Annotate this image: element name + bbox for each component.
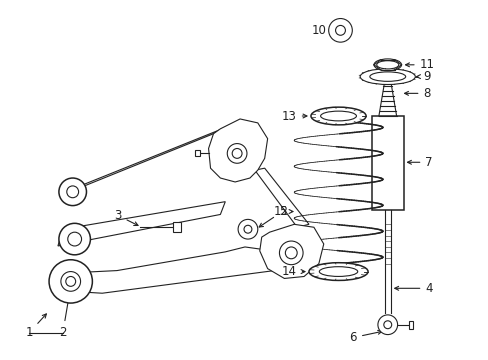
Text: 13: 13 <box>281 109 306 122</box>
Text: 7: 7 <box>407 156 432 169</box>
Text: 8: 8 <box>404 87 430 100</box>
Circle shape <box>227 144 246 163</box>
Ellipse shape <box>320 111 356 121</box>
Bar <box>173 222 181 232</box>
Circle shape <box>279 241 303 265</box>
Circle shape <box>335 26 345 35</box>
Circle shape <box>238 219 257 239</box>
Text: 11: 11 <box>405 58 434 71</box>
Text: 5: 5 <box>259 205 285 227</box>
Ellipse shape <box>319 267 357 276</box>
Text: 3: 3 <box>114 209 138 225</box>
Circle shape <box>59 223 90 255</box>
Bar <box>371 116 403 210</box>
Polygon shape <box>259 224 323 278</box>
Ellipse shape <box>369 72 405 81</box>
Bar <box>408 321 412 329</box>
Circle shape <box>383 321 391 329</box>
Circle shape <box>66 276 76 286</box>
Bar <box>194 150 199 156</box>
Polygon shape <box>53 247 294 293</box>
Text: 12: 12 <box>273 205 292 218</box>
Text: 1: 1 <box>25 314 46 339</box>
Circle shape <box>49 260 92 303</box>
Circle shape <box>285 247 297 259</box>
Polygon shape <box>254 168 308 227</box>
Circle shape <box>68 232 81 246</box>
Polygon shape <box>58 202 225 246</box>
Text: 14: 14 <box>281 265 305 278</box>
Text: 9: 9 <box>416 70 430 83</box>
Text: 10: 10 <box>311 24 336 37</box>
Ellipse shape <box>360 69 414 85</box>
Circle shape <box>232 148 242 158</box>
Circle shape <box>59 178 86 206</box>
Ellipse shape <box>310 107 366 125</box>
Text: 2: 2 <box>59 290 71 339</box>
Polygon shape <box>75 129 222 190</box>
Circle shape <box>244 225 251 233</box>
Circle shape <box>328 18 351 42</box>
Polygon shape <box>208 119 267 182</box>
Text: 6: 6 <box>349 330 381 344</box>
Text: 4: 4 <box>394 282 432 295</box>
Circle shape <box>377 315 397 334</box>
Circle shape <box>67 186 79 198</box>
Ellipse shape <box>308 263 367 280</box>
Ellipse shape <box>373 59 401 71</box>
Circle shape <box>61 271 81 291</box>
Ellipse shape <box>376 61 398 69</box>
